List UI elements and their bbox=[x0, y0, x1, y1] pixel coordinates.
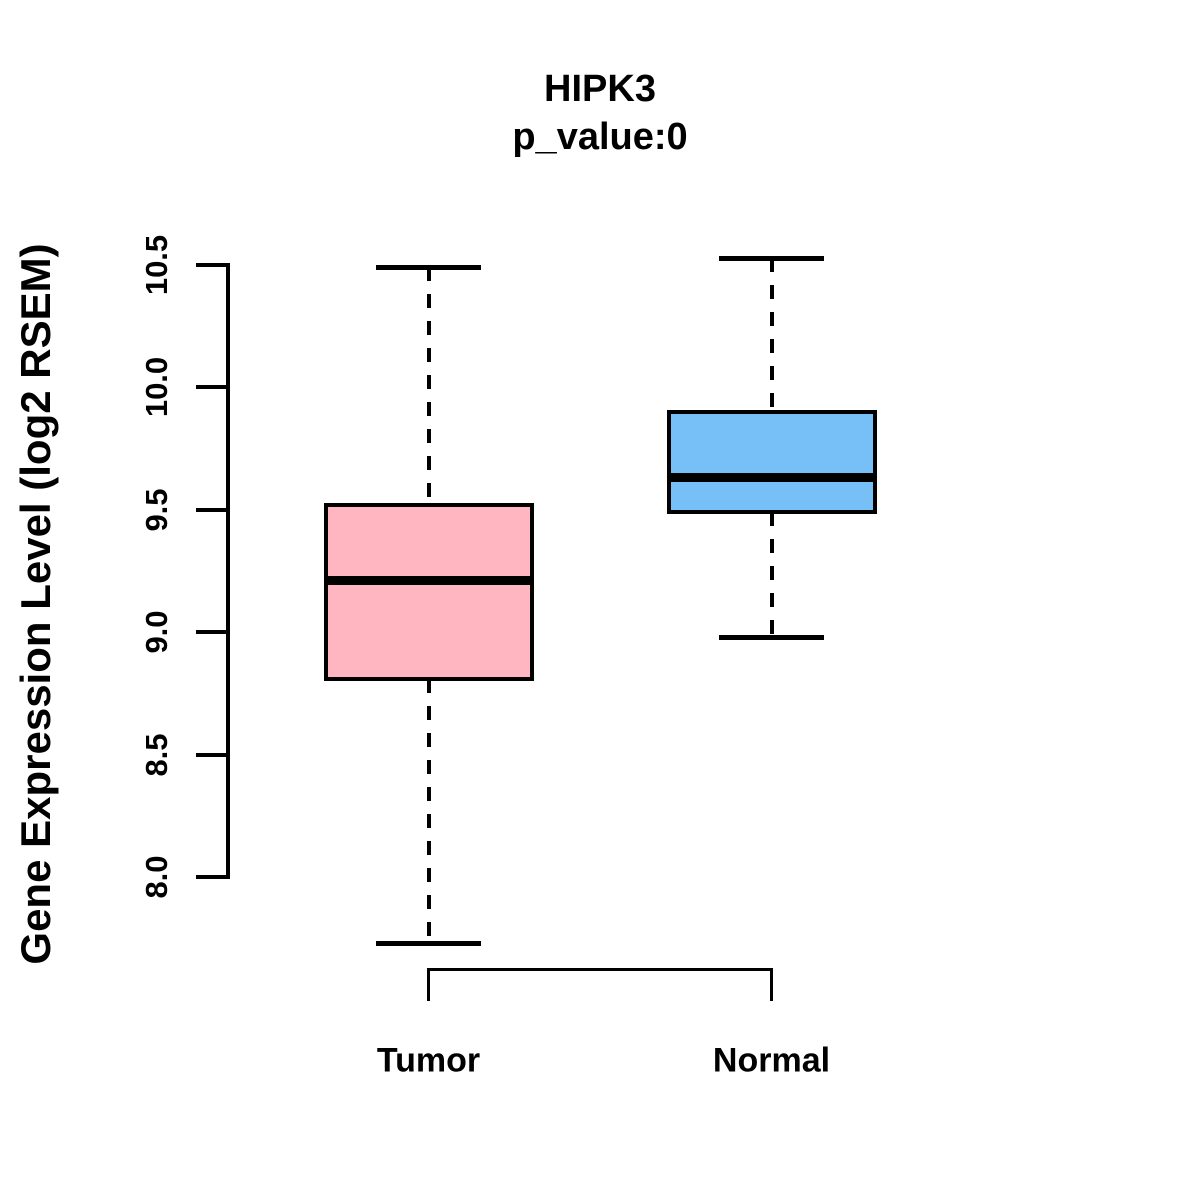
y-axis-tick bbox=[196, 875, 226, 879]
normal-median-line bbox=[668, 473, 875, 483]
tumor-lower-whisker bbox=[426, 678, 431, 944]
y-axis-tick-label: 8.5 bbox=[139, 733, 174, 777]
chart-title: HIPK3 bbox=[544, 68, 656, 110]
tumor-median-line bbox=[325, 576, 532, 586]
y-axis-tick bbox=[196, 752, 226, 757]
chart-subtitle: p_value:0 bbox=[512, 116, 688, 158]
y-axis-line bbox=[226, 263, 230, 879]
normal-lower-whisker-cap bbox=[719, 635, 824, 641]
y-axis-tick bbox=[196, 263, 226, 267]
x-axis-line bbox=[427, 967, 773, 971]
tumor-lower-whisker-cap bbox=[376, 941, 481, 947]
y-axis-tick bbox=[196, 385, 226, 390]
normal-lower-whisker bbox=[769, 512, 774, 638]
y-axis-tick-label: 10.5 bbox=[139, 234, 174, 296]
y-axis-tick-label: 9.5 bbox=[139, 488, 174, 532]
x-axis-category-label-tumor: Tumor bbox=[376, 1041, 481, 1080]
normal-upper-whisker bbox=[769, 257, 774, 412]
normal-box bbox=[666, 409, 877, 515]
y-axis-tick bbox=[196, 630, 226, 635]
tumor-upper-whisker bbox=[426, 267, 431, 505]
x-axis-tick-left bbox=[427, 967, 430, 1001]
normal-upper-whisker-cap bbox=[719, 255, 824, 261]
x-axis-tick-right bbox=[770, 967, 773, 1001]
tumor-box bbox=[323, 502, 534, 681]
tumor-upper-whisker-cap bbox=[376, 265, 481, 271]
y-axis-tick-label: 8.0 bbox=[139, 855, 174, 899]
y-axis-tick-label: 10.0 bbox=[139, 357, 174, 418]
x-axis-category-label-normal: Normal bbox=[712, 1041, 831, 1080]
y-axis-tick-label: 9.0 bbox=[139, 610, 174, 654]
y-axis-label: Gene Expression Level (log2 RSEM) bbox=[12, 243, 59, 965]
y-axis-tick bbox=[196, 507, 226, 512]
